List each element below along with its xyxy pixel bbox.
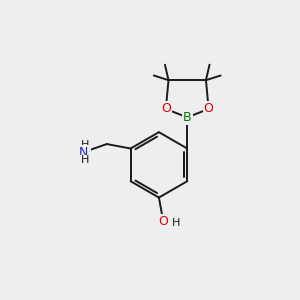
- Text: H: H: [81, 140, 90, 150]
- Text: B: B: [183, 111, 191, 124]
- Text: N: N: [78, 146, 88, 160]
- Text: O: O: [161, 103, 171, 116]
- Text: O: O: [158, 215, 168, 228]
- Text: O: O: [204, 103, 214, 116]
- Text: H: H: [172, 218, 180, 228]
- Text: H: H: [81, 155, 90, 165]
